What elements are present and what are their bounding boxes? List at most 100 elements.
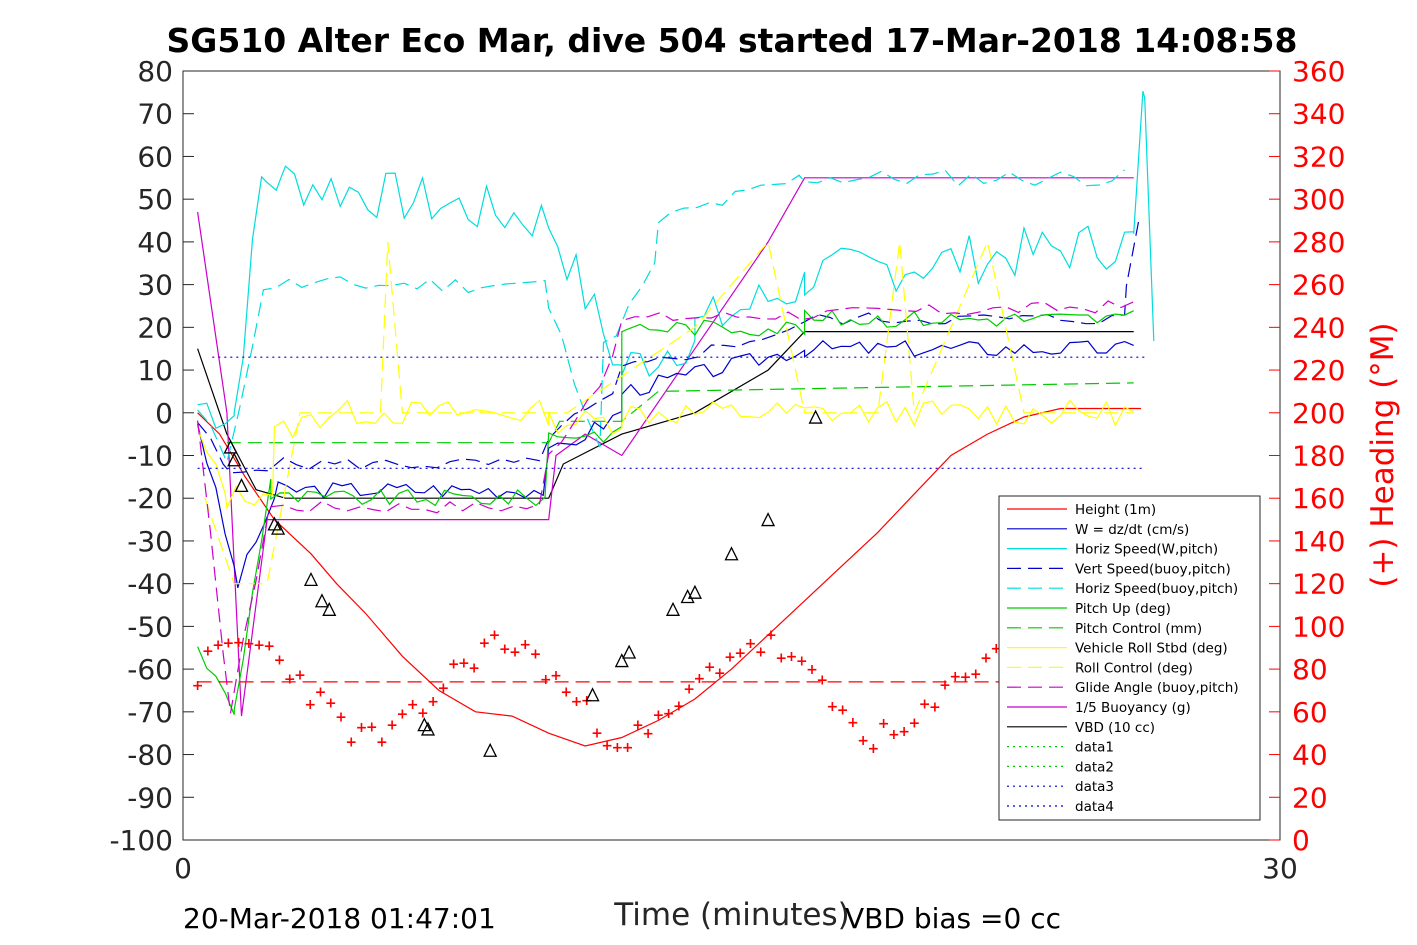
y-tick-label: -20	[127, 482, 173, 515]
heading-marker: +	[540, 672, 552, 688]
y-right-tick-label: 40	[1292, 739, 1328, 772]
heading-marker: +	[478, 635, 490, 651]
height-triangle-marker	[614, 653, 629, 668]
legend-entry: data1	[1075, 740, 1114, 756]
y-right-tick-label: 300	[1292, 183, 1345, 216]
legend-entry: Glide Angle (buoy,pitch)	[1075, 680, 1239, 696]
y-tick-label: -90	[127, 781, 173, 814]
y-tick-label: 20	[137, 311, 173, 344]
legend-entry: data2	[1075, 759, 1114, 775]
x-tick-label: 30	[1262, 852, 1298, 885]
heading-marker: +	[417, 706, 429, 722]
heading-marker: +	[274, 653, 286, 669]
height-triangle-marker	[622, 644, 637, 659]
series-line-buoyancy	[197, 177, 1134, 717]
series-line-horiz-speed-buoy	[197, 169, 1125, 465]
heading-marker: +	[509, 645, 521, 661]
y-tick-label: -40	[127, 568, 173, 601]
heading-marker: +	[786, 649, 798, 665]
y-tick-label: -70	[127, 696, 173, 729]
heading-marker: +	[222, 636, 234, 652]
series-line-glide-angle	[197, 300, 1134, 714]
height-triangle-marker	[322, 601, 337, 616]
heading-marker: +	[335, 710, 347, 726]
height-triangle-marker	[420, 721, 436, 736]
y-tick-label: -80	[127, 739, 173, 772]
heading-marker: +	[765, 628, 777, 644]
height-triangle-marker	[314, 593, 330, 608]
chart-legend: Height (1m) W = dz/dt (cm/s) Horiz Speed(W…	[998, 495, 1261, 821]
heading-marker: +	[243, 636, 255, 652]
heading-marker: +	[693, 671, 705, 687]
legend-entry: VBD (10 cc)	[1075, 720, 1155, 736]
legend-entry: Height (1m)	[1075, 502, 1156, 518]
heading-marker: +	[376, 734, 388, 750]
height-triangle-marker	[585, 687, 600, 702]
y-tick-label: 10	[137, 354, 173, 387]
y-tick-label: 40	[137, 226, 173, 259]
heading-marker: +	[366, 720, 378, 736]
heading-marker: +	[192, 678, 204, 694]
y-right-tick-label: 120	[1292, 568, 1345, 601]
heading-marker: +	[908, 715, 920, 731]
heading-marker: +	[571, 694, 583, 710]
y-right-tick-label: 320	[1292, 140, 1345, 173]
heading-marker: +	[356, 720, 368, 736]
series-line-vbd	[197, 331, 1134, 499]
y-tick-label: 60	[137, 140, 173, 173]
left-axis-ticks: 80 70 60 50 40 30 20 10 0 -10 -20 -30 -40 -50 -60 -70 -8…	[109, 55, 194, 857]
heading-marker: +	[294, 668, 306, 684]
heading-marker: +	[714, 666, 726, 682]
heading-marker: +	[898, 724, 910, 740]
legend-entry: W = dz/dt (cm/s)	[1075, 522, 1189, 538]
y-tick-label: 50	[137, 183, 173, 216]
y-right-tick-label: 200	[1292, 397, 1345, 430]
legend-entry: Vert Speed(buoy,pitch)	[1075, 561, 1231, 577]
series-line-pitch-up	[197, 309, 1134, 715]
series-line-pitch-control	[226, 382, 1134, 444]
heading-marker: +	[601, 738, 613, 754]
y-right-tick-label: 140	[1292, 525, 1345, 558]
heading-marker: +	[519, 637, 531, 653]
y-right-tick-label: 260	[1292, 269, 1345, 302]
heading-marker: +	[253, 637, 265, 653]
heading-marker: +	[560, 684, 572, 700]
legend-box	[998, 495, 1261, 821]
y-tick-label: 30	[137, 269, 173, 302]
heading-marker: +	[949, 669, 961, 685]
heading-marker: +	[673, 698, 685, 714]
heading-marker: +	[724, 649, 736, 665]
heading-marker: +	[642, 726, 654, 742]
legend-entry: Roll Control (deg)	[1075, 660, 1193, 676]
heading-marker: +	[612, 740, 624, 756]
heading-marker: +	[755, 644, 767, 660]
heading-marker: +	[397, 707, 409, 723]
heading-marker: +	[837, 703, 849, 719]
series-line-roll-control	[204, 239, 1134, 585]
x-tick-label: 0	[174, 852, 192, 885]
heading-marker: +	[857, 733, 869, 749]
heading-marker: +	[591, 726, 603, 742]
height-triangle-marker	[303, 571, 319, 587]
height-triangle-marker	[680, 589, 695, 604]
height-triangle-marker	[724, 546, 739, 561]
y-tick-label: 80	[137, 55, 173, 88]
legend-entry: data4	[1075, 799, 1114, 815]
footer-vbd-bias: VBD bias =0 cc	[845, 902, 1061, 935]
heading-marker: +	[304, 697, 316, 713]
heading-marker: +	[448, 656, 460, 672]
heading-marker: +	[806, 662, 818, 678]
x-axis-ticks: 0 30	[174, 829, 1298, 885]
legend-entry: data3	[1075, 779, 1114, 795]
heading-marker: +	[683, 681, 695, 697]
heading-marker: +	[468, 661, 480, 677]
y-right-tick-label: 360	[1292, 55, 1345, 88]
heading-marker: +	[734, 646, 746, 662]
height-triangle-marker	[483, 742, 498, 757]
y-right-tick-label: 340	[1292, 98, 1345, 131]
y-tick-label: -10	[127, 440, 173, 473]
heading-marker: +	[888, 727, 900, 743]
y-tick-label: -100	[109, 824, 173, 857]
heading-marker: +	[816, 673, 828, 689]
